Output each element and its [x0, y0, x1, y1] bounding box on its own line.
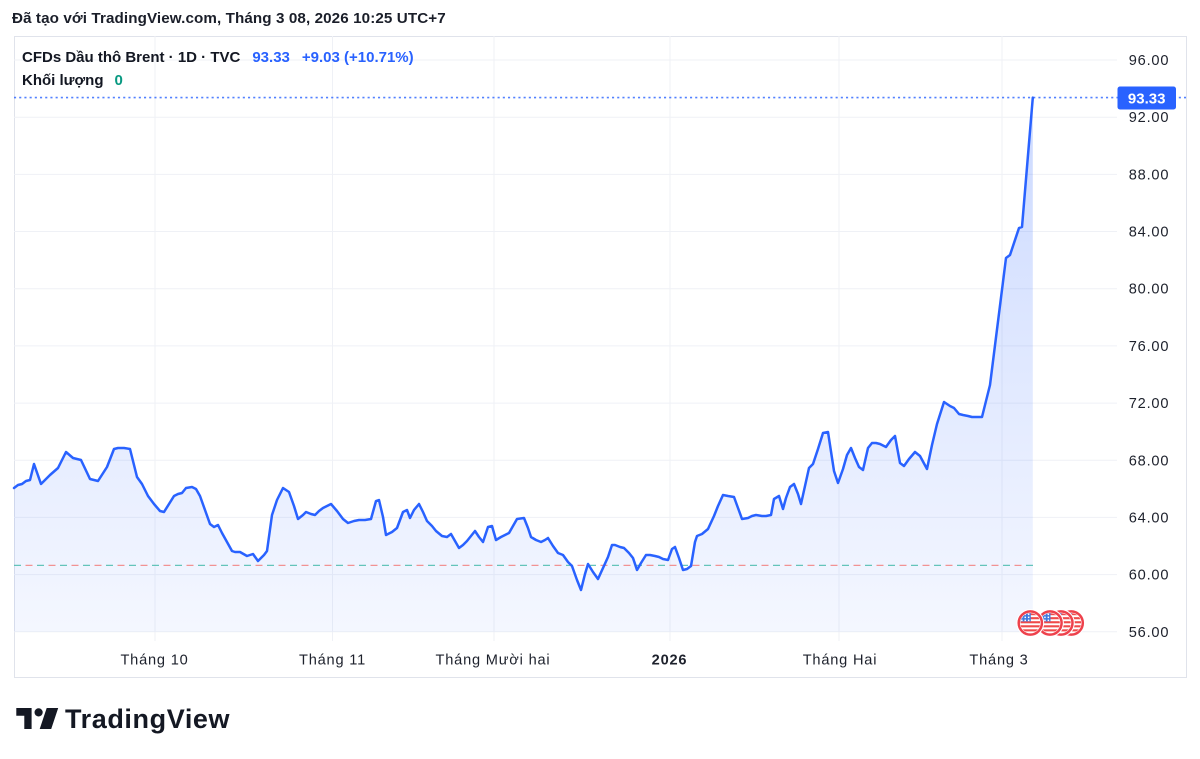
svg-text:92.00: 92.00	[1129, 110, 1170, 126]
svg-text:Tháng 11: Tháng 11	[299, 653, 366, 669]
svg-text:56.00: 56.00	[1129, 625, 1170, 641]
svg-text:93.33: 93.33	[1128, 91, 1166, 108]
svg-text:Tháng 10: Tháng 10	[120, 653, 188, 669]
svg-text:60.00: 60.00	[1129, 568, 1170, 584]
svg-text:84.00: 84.00	[1129, 225, 1170, 241]
svg-text:88.00: 88.00	[1129, 167, 1170, 183]
svg-text:96.00: 96.00	[1129, 53, 1170, 69]
svg-text:2026: 2026	[652, 653, 688, 669]
svg-text:Tháng Hai: Tháng Hai	[803, 653, 878, 669]
svg-text:Tháng 3: Tháng 3	[969, 653, 1028, 669]
svg-text:68.00: 68.00	[1129, 453, 1170, 469]
svg-text:64.00: 64.00	[1129, 510, 1170, 526]
svg-text:76.00: 76.00	[1129, 339, 1170, 355]
svg-text:72.00: 72.00	[1129, 396, 1170, 412]
svg-text:80.00: 80.00	[1129, 282, 1170, 298]
svg-text:Tháng Mười hai: Tháng Mười hai	[436, 653, 551, 669]
